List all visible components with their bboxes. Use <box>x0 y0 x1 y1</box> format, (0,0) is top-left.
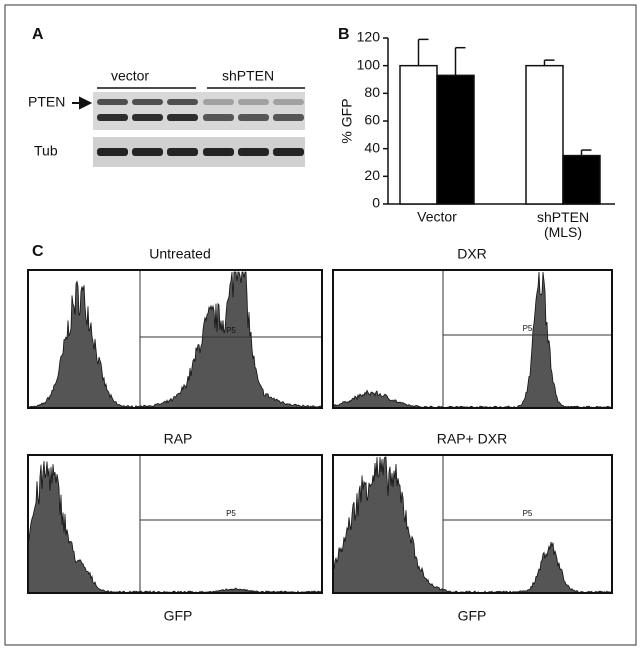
band <box>238 114 269 121</box>
band <box>132 99 163 105</box>
plot-title: RAP <box>164 431 193 447</box>
y-tick-label: 100 <box>357 56 381 72</box>
band <box>273 99 304 105</box>
bar <box>436 74 475 205</box>
gate-label: P5 <box>226 326 236 335</box>
bar <box>399 64 438 205</box>
row-label: PTEN <box>28 94 65 110</box>
y-tick-label: 80 <box>364 84 380 100</box>
group-label: shPTEN <box>222 68 274 84</box>
band <box>132 114 163 121</box>
x-axis-label: GFP <box>458 608 487 624</box>
group-label: vector <box>111 68 149 84</box>
plot-frame <box>27 454 323 594</box>
panel-label: A <box>32 26 44 43</box>
band <box>97 148 128 156</box>
y-tick-label: 0 <box>372 195 380 211</box>
gate-label: P5 <box>523 324 533 333</box>
histogram <box>332 271 613 409</box>
x-tick-label: Vector <box>417 209 457 225</box>
y-tick-label: 20 <box>364 167 380 183</box>
bar <box>562 154 601 205</box>
band <box>132 148 163 156</box>
band <box>203 99 234 105</box>
histogram <box>27 271 323 409</box>
band <box>97 114 128 121</box>
band <box>273 148 304 156</box>
bar <box>525 64 564 205</box>
blot-strip <box>93 92 305 130</box>
panel-label: C <box>32 243 44 260</box>
band <box>238 99 269 105</box>
western-blot <box>93 92 305 167</box>
plot-title: DXR <box>457 246 487 262</box>
plot-frame <box>27 269 323 409</box>
band <box>167 99 198 105</box>
arrow <box>72 96 93 110</box>
plot-title: RAP+ DXR <box>437 431 507 447</box>
x-tick-label: shPTEN (MLS) <box>536 209 590 240</box>
y-tick-label: 120 <box>357 29 381 45</box>
band <box>273 114 304 121</box>
band <box>167 114 198 121</box>
row-label: Tub <box>34 143 58 159</box>
gate-label: P5 <box>523 509 533 518</box>
band <box>167 148 198 156</box>
band <box>203 148 234 156</box>
plot-frame <box>332 269 613 409</box>
x-axis-label: GFP <box>164 608 193 624</box>
band <box>238 148 269 156</box>
blot-strip <box>93 137 305 167</box>
histogram <box>27 460 323 594</box>
plot-title: Untreated <box>149 246 210 262</box>
y-tick-label: 40 <box>364 139 380 155</box>
y-axis-label: % GFP <box>339 98 355 143</box>
band <box>203 114 234 121</box>
figure-border <box>4 4 637 646</box>
y-tick-label: 60 <box>364 112 380 128</box>
plot-frame <box>332 454 613 594</box>
histogram <box>332 456 613 594</box>
band <box>97 99 128 105</box>
gate-label: P5 <box>226 509 236 518</box>
panel-label: B <box>338 26 350 43</box>
